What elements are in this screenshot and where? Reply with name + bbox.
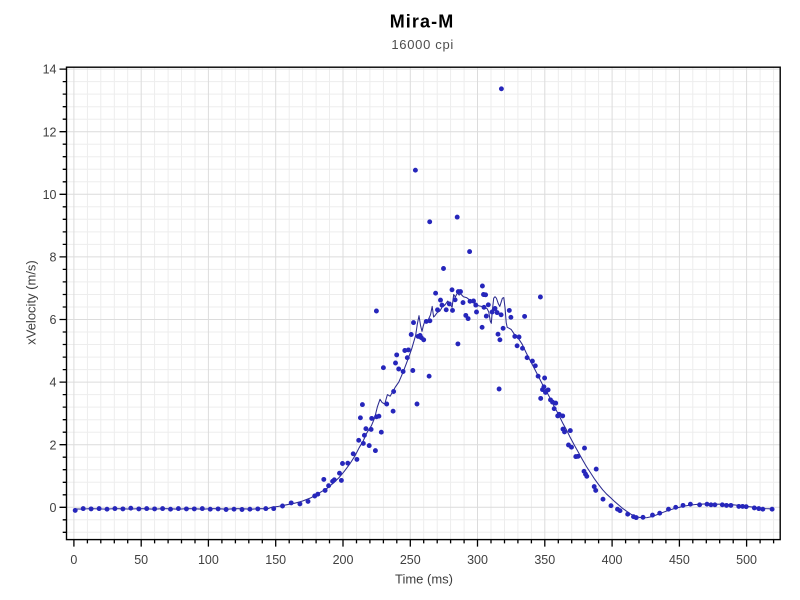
svg-text:300: 300 — [467, 553, 488, 567]
svg-text:2: 2 — [50, 438, 57, 452]
svg-text:4: 4 — [50, 376, 57, 390]
svg-text:250: 250 — [400, 553, 421, 567]
svg-text:xVelocity (m/s): xVelocity (m/s) — [24, 260, 39, 345]
svg-text:400: 400 — [602, 553, 623, 567]
svg-text:100: 100 — [198, 553, 219, 567]
svg-text:Mira-M: Mira-M — [390, 12, 455, 32]
svg-text:500: 500 — [736, 553, 757, 567]
svg-text:8: 8 — [50, 251, 57, 265]
svg-text:Time (ms): Time (ms) — [395, 572, 453, 587]
svg-text:0: 0 — [50, 501, 57, 515]
svg-text:150: 150 — [265, 553, 286, 567]
svg-text:350: 350 — [534, 553, 555, 567]
svg-text:50: 50 — [134, 553, 148, 567]
svg-text:450: 450 — [669, 553, 690, 567]
svg-text:0: 0 — [70, 553, 77, 567]
svg-text:6: 6 — [50, 313, 57, 327]
svg-text:12: 12 — [43, 125, 57, 139]
svg-text:10: 10 — [43, 188, 57, 202]
svg-text:200: 200 — [333, 553, 354, 567]
svg-text:14: 14 — [43, 63, 57, 77]
svg-text:16000 cpi: 16000 cpi — [391, 37, 454, 52]
